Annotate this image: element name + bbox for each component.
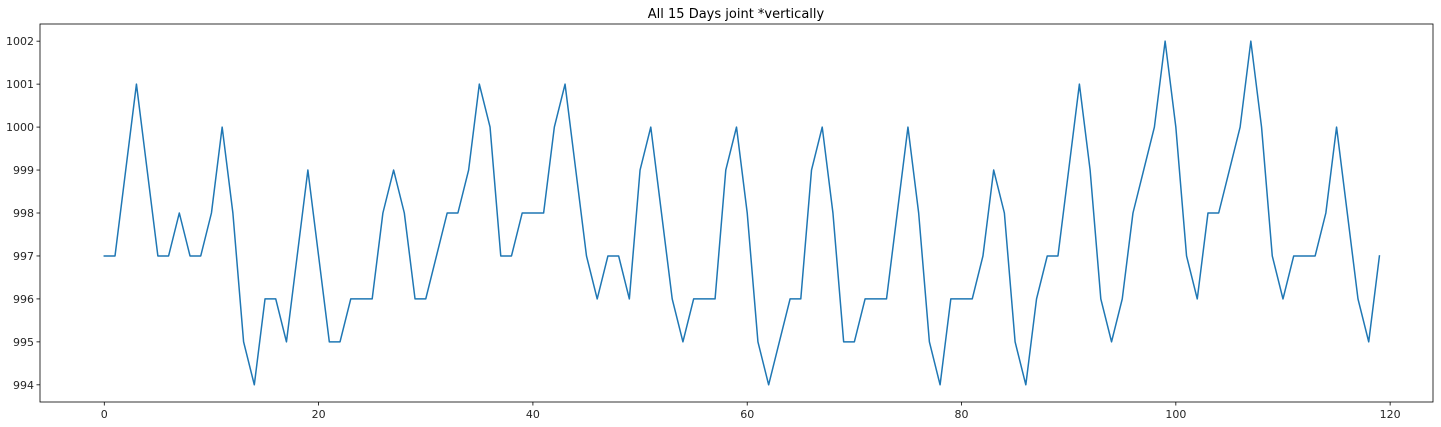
plot-area: 0 20 40 60 80 100 120 994 995 996 997 998 999 1000 100… — [6, 23, 1434, 421]
y-tick-label: 1000 — [6, 121, 34, 134]
y-tick-label: 999 — [13, 164, 34, 177]
y-tick-label: 1001 — [6, 78, 34, 91]
series-line-0 — [103, 40, 1381, 386]
axes-frame — [39, 23, 1434, 403]
x-tick-label: 40 — [526, 408, 540, 421]
x-tick-label: 80 — [955, 408, 969, 421]
y-tick-label: 998 — [13, 207, 34, 220]
x-tick-label: 20 — [312, 408, 326, 421]
x-tick-label: 60 — [740, 408, 754, 421]
y-tick-label: 996 — [13, 293, 34, 306]
x-tick-label: 120 — [1380, 408, 1401, 421]
x-tick-label: 0 — [101, 408, 108, 421]
y-tick-label: 995 — [13, 336, 34, 349]
x-tick-label: 100 — [1165, 408, 1186, 421]
y-tick-label: 994 — [13, 379, 34, 392]
chart-title: All 15 Days joint *vertically — [648, 7, 825, 22]
y-tick-label: 997 — [13, 250, 34, 263]
y-tick-label: 1002 — [6, 35, 34, 48]
